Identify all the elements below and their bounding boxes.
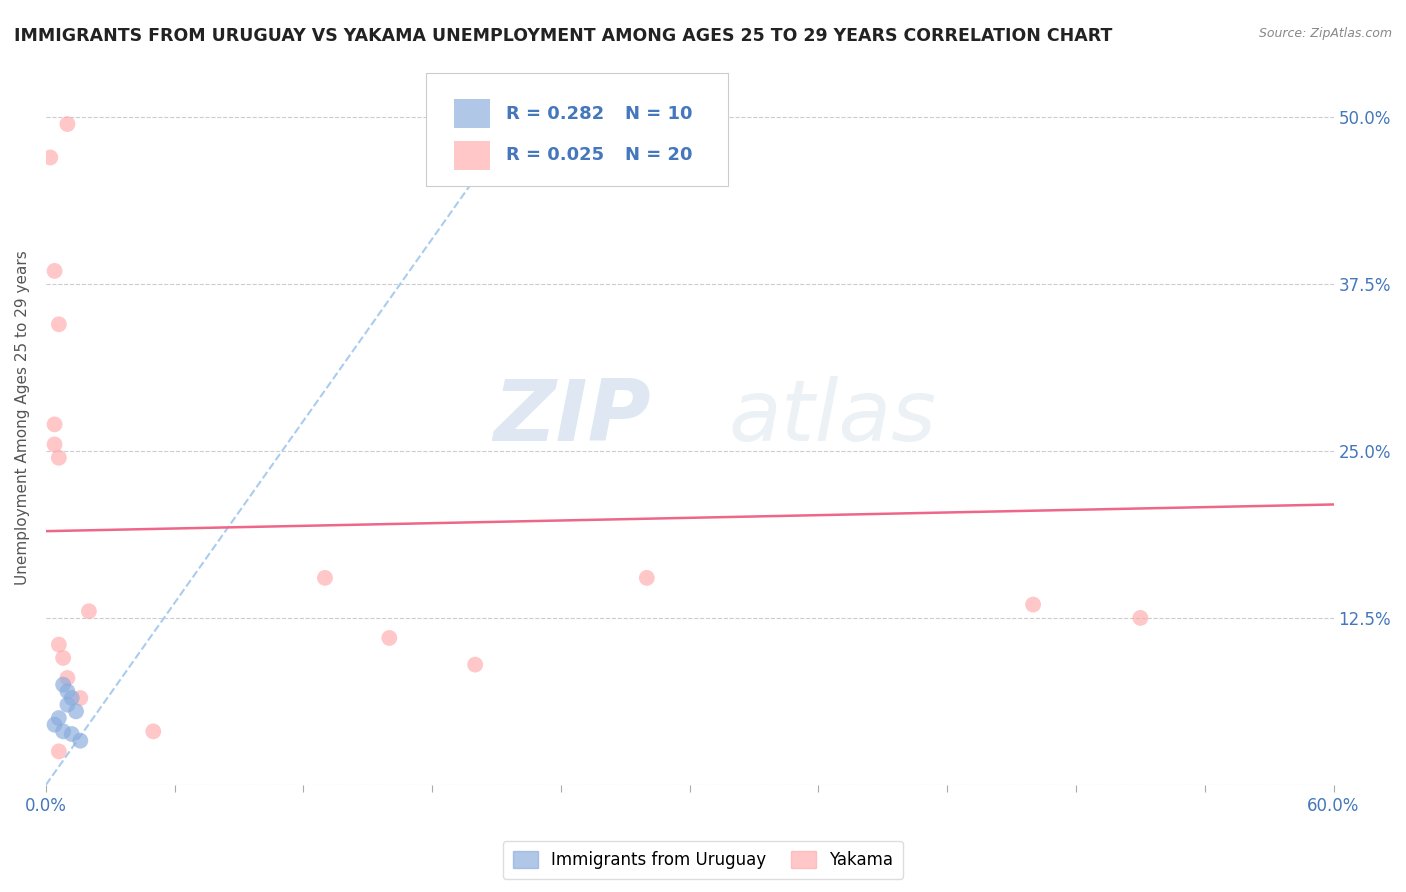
- Point: [44, 264, 66, 278]
- Text: R = 0.025: R = 0.025: [506, 146, 603, 164]
- Point: [1022, 598, 1045, 612]
- Legend: Immigrants from Uruguay, Yakama: Immigrants from Uruguay, Yakama: [502, 841, 904, 880]
- Point: [314, 571, 336, 585]
- Point: [69, 691, 91, 706]
- Point: [44, 437, 66, 451]
- Point: [65, 704, 87, 718]
- Point: [1129, 611, 1152, 625]
- FancyBboxPatch shape: [426, 73, 728, 186]
- Point: [48, 744, 70, 758]
- Point: [636, 571, 658, 585]
- FancyBboxPatch shape: [454, 99, 491, 128]
- Point: [142, 724, 165, 739]
- Point: [39, 151, 62, 165]
- FancyBboxPatch shape: [454, 141, 491, 170]
- Point: [52, 651, 75, 665]
- Point: [48, 318, 70, 332]
- Point: [44, 417, 66, 432]
- Point: [56, 117, 79, 131]
- Point: [56, 698, 79, 712]
- Point: [52, 678, 75, 692]
- Point: [56, 671, 79, 685]
- Text: IMMIGRANTS FROM URUGUAY VS YAKAMA UNEMPLOYMENT AMONG AGES 25 TO 29 YEARS CORRELA: IMMIGRANTS FROM URUGUAY VS YAKAMA UNEMPL…: [14, 27, 1112, 45]
- Point: [48, 638, 70, 652]
- Text: atlas: atlas: [728, 376, 936, 459]
- Text: Source: ZipAtlas.com: Source: ZipAtlas.com: [1258, 27, 1392, 40]
- Text: N = 10: N = 10: [626, 104, 693, 123]
- Point: [60, 691, 83, 706]
- Text: R = 0.282: R = 0.282: [506, 104, 603, 123]
- Point: [69, 733, 91, 747]
- Text: ZIP: ZIP: [494, 376, 651, 459]
- Point: [52, 724, 75, 739]
- Point: [60, 727, 83, 741]
- Text: N = 20: N = 20: [626, 146, 693, 164]
- Point: [464, 657, 486, 672]
- Y-axis label: Unemployment Among Ages 25 to 29 years: Unemployment Among Ages 25 to 29 years: [15, 251, 30, 585]
- Point: [48, 711, 70, 725]
- Point: [44, 717, 66, 731]
- Point: [77, 604, 100, 618]
- Point: [378, 631, 401, 645]
- Point: [56, 684, 79, 698]
- Point: [48, 450, 70, 465]
